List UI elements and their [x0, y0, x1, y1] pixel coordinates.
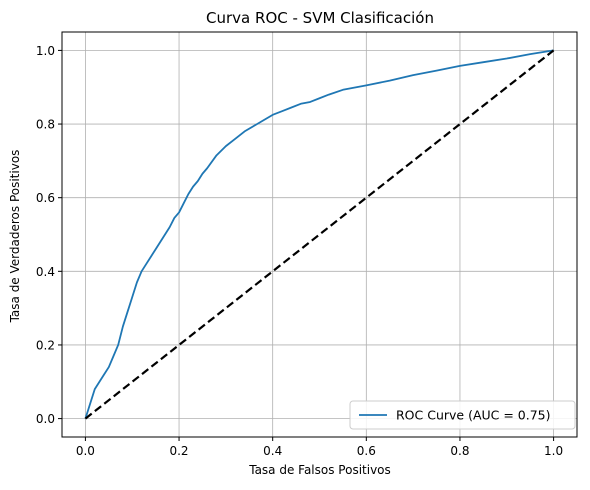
- y-tick-label: 0.6: [36, 191, 55, 205]
- grid: [62, 32, 577, 437]
- y-tick-label: 0.2: [36, 338, 55, 352]
- roc-curve-line: [84, 49, 554, 419]
- legend-box: [349, 400, 576, 430]
- x-tick-label: 0.6: [357, 444, 376, 458]
- legend: ROC Curve (AUC = 0.75): [349, 400, 576, 430]
- chart-title: Curva ROC - SVM Clasificación: [206, 9, 434, 27]
- plot-series: [84, 49, 555, 420]
- plot-frame: [61, 31, 578, 438]
- y-tick-label: 0.4: [36, 265, 55, 279]
- chance-diagonal-line: [84, 49, 555, 420]
- x-tick-label: 0.8: [450, 444, 469, 458]
- y-tick-label: 0.8: [36, 118, 55, 132]
- x-tick-label: 1.0: [544, 444, 563, 458]
- axis-ticks: 0.0 0.2 0.4 0.6 0.8 1.0 0.0 0.2 0.4 0.6 0.8 1.0: [36, 44, 563, 458]
- y-axis-label: Tasa de Verdaderos Positivos: [8, 150, 22, 324]
- x-tick-label: 0.4: [263, 444, 282, 458]
- y-tick-label: 0.0: [36, 412, 55, 426]
- x-axis-label: Tasa de Falsos Positivos: [248, 463, 391, 477]
- legend-label: ROC Curve (AUC = 0.75): [396, 408, 551, 423]
- x-tick-label: 0.0: [76, 444, 95, 458]
- y-tick-label: 1.0: [36, 44, 55, 58]
- x-tick-label: 0.2: [169, 444, 188, 458]
